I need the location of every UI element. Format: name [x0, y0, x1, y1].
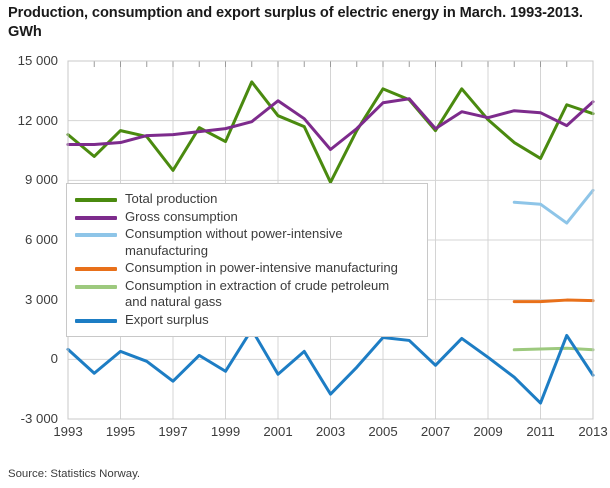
y-axis-tick-label: 0: [50, 351, 58, 367]
legend-item[interactable]: Consumption in power-intensive manufactu…: [75, 260, 419, 277]
x-axis-tick-label: 2005: [368, 424, 398, 439]
legend-color-swatch: [75, 215, 117, 220]
source-note: Source: Statistics Norway.: [8, 468, 141, 480]
legend-item[interactable]: Export surplus: [75, 312, 419, 329]
data-series: [66, 80, 595, 405]
x-axis-tick-label: 2009: [473, 424, 503, 439]
x-axis-tick-label: 1997: [158, 424, 188, 439]
x-axis-tick-label: 2007: [420, 424, 451, 439]
x-axis-tick-label: 1993: [53, 424, 83, 439]
x-axis-tick-label: 2001: [263, 424, 293, 439]
chart-legend: Total production Gross consumption Consump…: [66, 183, 428, 337]
legend-color-swatch: [75, 267, 117, 271]
x-axis-tick-label: 2013: [578, 424, 608, 439]
legend-item[interactable]: Consumption without power-intensive manu…: [75, 226, 419, 259]
legend-label: Consumption in extraction of crude petro…: [125, 277, 390, 310]
y-axis-tick-label: 12 000: [17, 112, 58, 128]
y-axis-tick-label: 6 000: [24, 232, 58, 247]
legend-item[interactable]: Consumption in extraction of crude petro…: [75, 278, 419, 311]
y-axis-tick-label: -3 000: [20, 411, 58, 426]
legend-item[interactable]: Total production: [75, 191, 419, 208]
legend-item[interactable]: Gross consumption: [75, 209, 419, 226]
series-line-1: [66, 97, 595, 152]
legend-color-swatch: [75, 233, 117, 237]
y-axis-tick-label: 15 000: [17, 53, 58, 68]
legend-label: Total production: [125, 191, 218, 206]
x-axis-tick-label: 2011: [526, 424, 555, 439]
x-axis-tick-label: 1999: [210, 424, 241, 439]
legend-color-swatch: [75, 198, 117, 202]
x-axis-tick-label: 2003: [315, 424, 346, 439]
series-line-4: [512, 346, 595, 352]
y-axis-tick-label: 9 000: [24, 172, 58, 188]
legend-label: Export surplus: [125, 311, 209, 327]
legend-label: Consumption in power-intensive manufactu…: [125, 260, 398, 275]
series-line-2: [512, 188, 595, 225]
legend-color-swatch: [75, 284, 117, 289]
series-line-3: [512, 298, 595, 304]
legend-color-swatch: [75, 318, 117, 323]
x-axis-tick-label: 1995: [105, 424, 136, 439]
legend-label: Consumption without power-intensive manu…: [125, 226, 343, 258]
series-line-5: [66, 328, 595, 405]
series-line-0: [66, 80, 595, 184]
chart-title: Production, consumption and export surpl…: [8, 5, 583, 40]
legend-label: Gross consumption: [125, 208, 238, 224]
y-axis-tick-label: 3 000: [24, 291, 58, 307]
